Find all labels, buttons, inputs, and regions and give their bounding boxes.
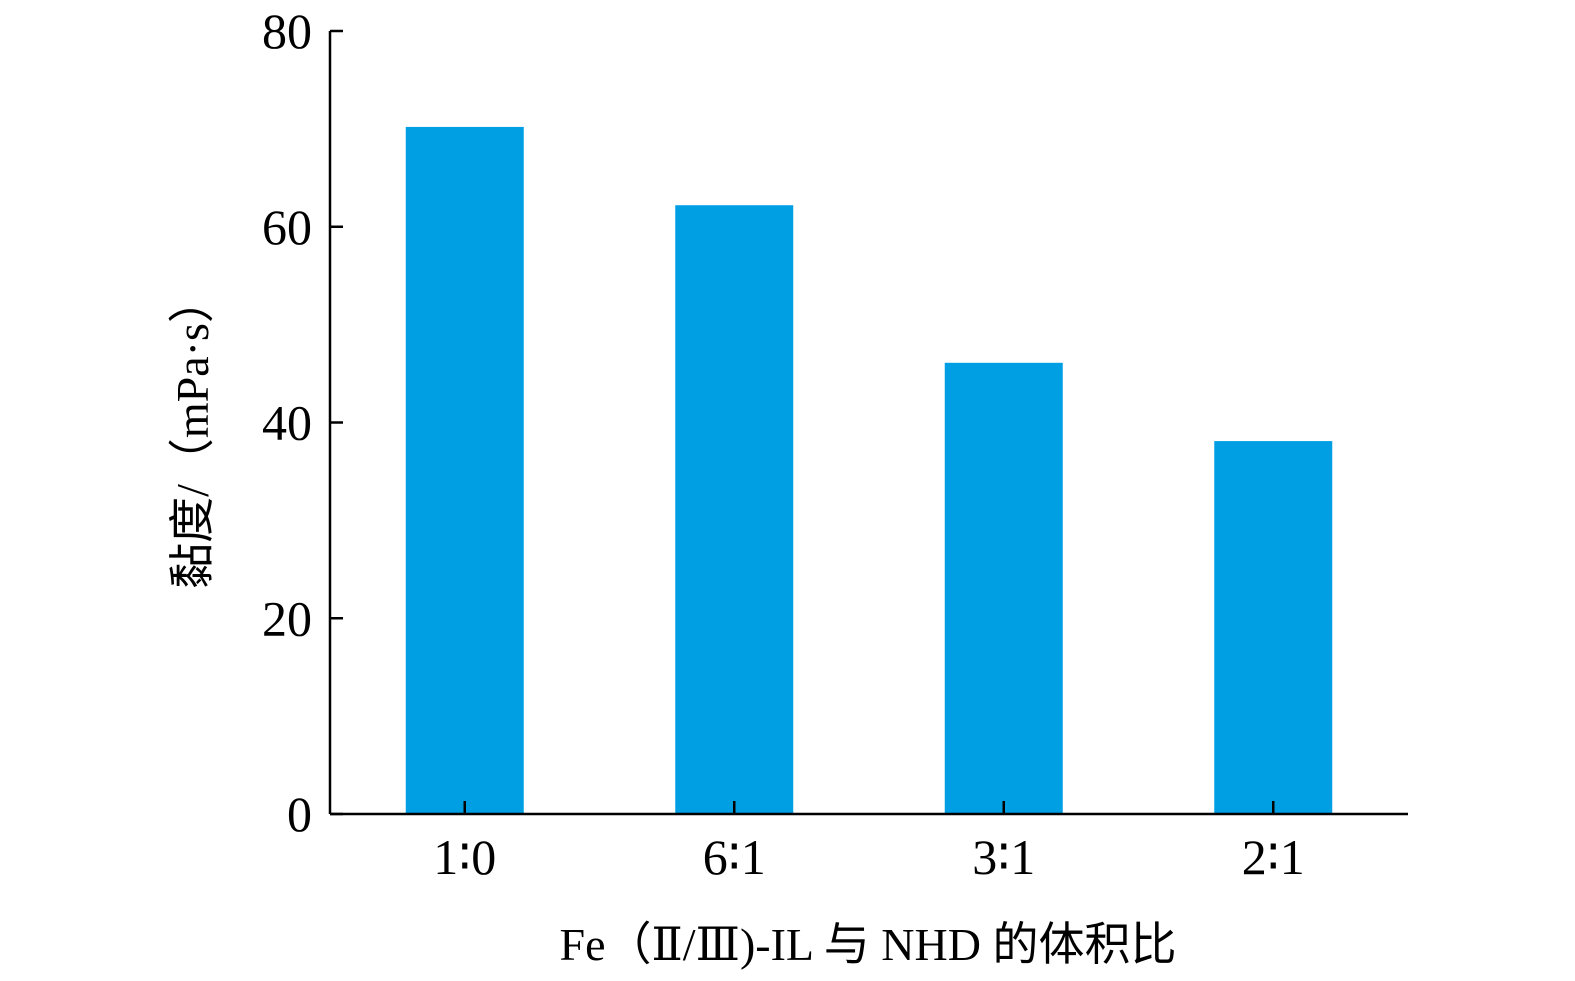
bar-2 — [675, 205, 794, 814]
y-tick-label: 20 — [262, 590, 312, 646]
y-ticks-layer: 0 20 40 60 80 — [262, 3, 343, 842]
y-tick-label: 0 — [287, 786, 312, 842]
bar-4 — [1214, 441, 1333, 814]
bar-3 — [944, 362, 1063, 814]
x-tick-label: 3∶1 — [972, 829, 1035, 885]
bar-1 — [405, 126, 524, 815]
x-axis-label: Fe（Ⅱ/Ⅲ)-IL 与 NHD 的体积比 — [560, 919, 1177, 970]
y-tick-label: 60 — [262, 199, 312, 255]
bars-layer — [405, 126, 1333, 815]
y-axis-label: 黏度/（mPa·s） — [167, 277, 218, 589]
x-ticks-layer: 1∶0 6∶1 3∶1 2∶1 — [433, 801, 1305, 885]
y-tick-label: 80 — [262, 3, 312, 59]
x-tick-label: 1∶0 — [433, 829, 496, 885]
y-tick-label: 40 — [262, 395, 312, 451]
x-tick-label: 6∶1 — [703, 829, 766, 885]
x-tick-label: 2∶1 — [1242, 829, 1305, 885]
